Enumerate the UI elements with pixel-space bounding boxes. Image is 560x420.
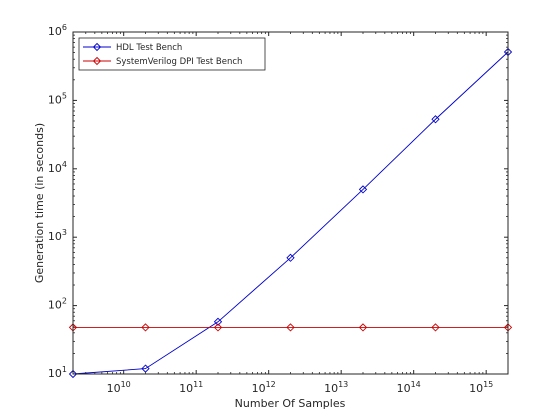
data-point	[286, 253, 295, 262]
legend-marker	[92, 42, 102, 52]
data-point	[213, 323, 223, 332]
legend: HDL Test Bench SystemVerilog DPI Test Ben…	[78, 37, 266, 71]
legend-label: SystemVerilog DPI Test Bench	[116, 57, 242, 67]
data-point	[213, 317, 223, 326]
data-point	[358, 185, 368, 194]
legend-item: SystemVerilog DPI Test Bench	[83, 56, 242, 67]
data-point	[431, 323, 440, 332]
legend-label: HDL Test Bench	[116, 43, 182, 53]
x-tick-label: 1015	[469, 380, 493, 395]
x-tick-label: 1014	[397, 380, 421, 395]
data-point	[141, 323, 150, 332]
series-line	[72, 51, 509, 375]
plot-frame	[72, 31, 509, 375]
x-tick-label: 1011	[179, 380, 203, 395]
legend-items: HDL Test Bench SystemVerilog DPI Test Ben…	[83, 42, 242, 67]
y-tick-label: 105	[48, 91, 67, 106]
series-1	[68, 47, 513, 379]
y-axis-label: Generation time (in seconds)	[33, 123, 46, 283]
y-tick-label: 102	[48, 297, 67, 312]
x-tick-label: 1010	[107, 380, 131, 395]
legend-marker	[92, 56, 102, 66]
data-point	[68, 369, 78, 379]
x-tick-label: 1012	[252, 380, 276, 395]
data-point	[358, 323, 368, 332]
series-2	[68, 323, 513, 332]
series-layer	[68, 47, 513, 379]
data-point	[286, 323, 295, 332]
legend-box	[78, 37, 266, 71]
legend-item: HDL Test Bench	[83, 42, 182, 53]
plot-area	[73, 32, 508, 374]
y-tick-label: 101	[48, 365, 67, 380]
y-tick-label: 106	[48, 23, 67, 38]
y-tick-label: 104	[48, 160, 67, 175]
x-axis-label: Number Of Samples	[235, 397, 346, 410]
y-tick-label: 103	[48, 228, 67, 243]
data-point	[431, 115, 440, 124]
x-tick-label: 1013	[324, 380, 348, 395]
